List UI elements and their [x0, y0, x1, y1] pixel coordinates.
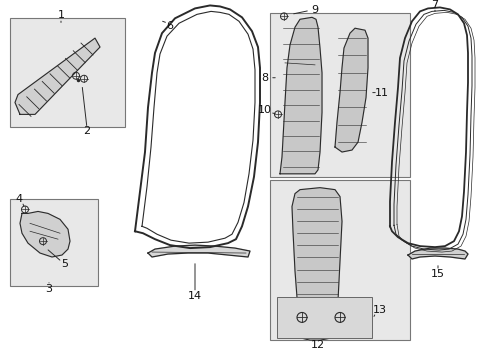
- Text: 3: 3: [46, 284, 52, 294]
- Bar: [10, 199, 98, 286]
- Text: 6: 6: [167, 21, 173, 31]
- Polygon shape: [292, 188, 342, 340]
- Text: 7: 7: [431, 0, 439, 10]
- Text: 13: 13: [373, 306, 387, 315]
- Text: 4: 4: [16, 194, 23, 203]
- Text: 11: 11: [375, 87, 389, 98]
- Bar: [270, 13, 410, 177]
- Text: 14: 14: [188, 291, 202, 301]
- Polygon shape: [15, 38, 100, 114]
- Polygon shape: [408, 248, 468, 259]
- Text: 2: 2: [83, 126, 91, 136]
- Text: 15: 15: [431, 269, 445, 279]
- Bar: [10, 18, 125, 127]
- Polygon shape: [148, 245, 250, 257]
- Text: 10: 10: [258, 105, 272, 116]
- Text: 9: 9: [312, 5, 318, 15]
- Polygon shape: [280, 17, 322, 174]
- Bar: [277, 297, 372, 338]
- Text: 8: 8: [262, 73, 269, 83]
- Polygon shape: [335, 28, 368, 152]
- Text: 5: 5: [62, 259, 69, 269]
- Polygon shape: [20, 211, 70, 257]
- Bar: [270, 180, 410, 340]
- Text: 12: 12: [311, 340, 325, 350]
- Text: 1: 1: [57, 10, 65, 21]
